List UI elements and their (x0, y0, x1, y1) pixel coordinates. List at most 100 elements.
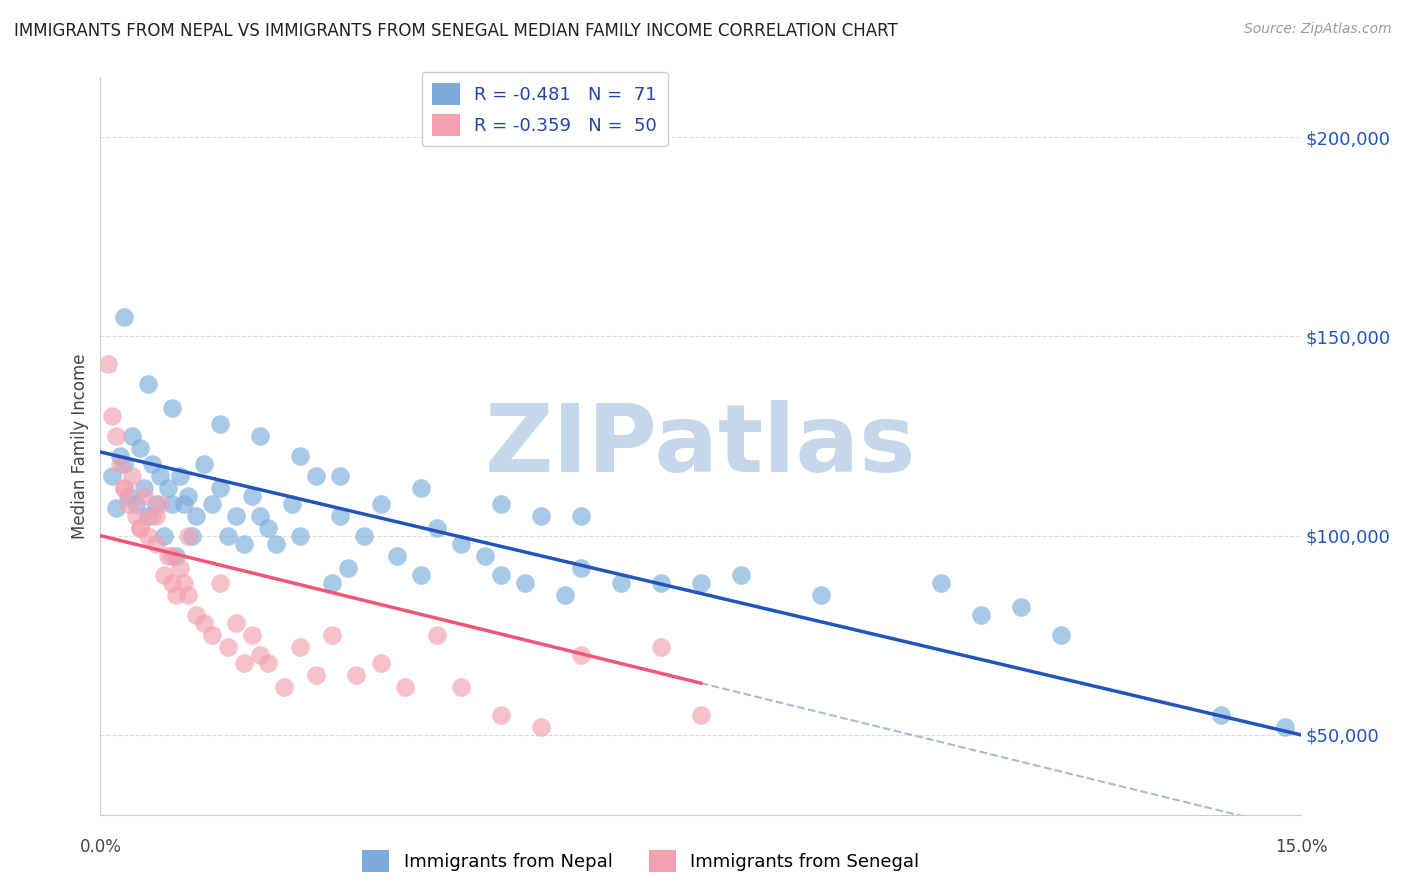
Point (173, 576, 195, 591)
Point (257, 521, 280, 535)
Point (97, 357, 120, 371)
Point (290, 529, 312, 543)
Point (242, 489, 264, 503)
Point (329, 469, 352, 483)
Point (134, 489, 156, 503)
Point (138, 377, 160, 392)
Point (193, 457, 215, 471)
Point (121, 429, 143, 443)
Point (157, 549, 180, 563)
Point (609, 576, 631, 591)
Text: 0.0%: 0.0% (79, 838, 121, 855)
Point (929, 576, 952, 591)
Point (134, 481, 156, 495)
Legend: Immigrants from Nepal, Immigrants from Senegal: Immigrants from Nepal, Immigrants from S… (354, 843, 927, 880)
Point (266, 536, 288, 550)
Point (157, 481, 180, 495)
Text: Source: ZipAtlas.com: Source: ZipAtlas.com (1244, 22, 1392, 37)
Point (370, 497, 392, 511)
Point (129, 521, 152, 535)
Point (810, 589, 832, 603)
Point (233, 656, 256, 670)
Point (110, 457, 132, 471)
Point (217, 640, 239, 655)
Point (153, 529, 176, 543)
Point (1050, 628, 1073, 642)
Point (177, 529, 200, 543)
Point (165, 589, 187, 603)
Point (425, 628, 447, 642)
Point (529, 720, 551, 734)
Point (201, 628, 224, 642)
Point (529, 508, 551, 523)
Y-axis label: Median Family Income: Median Family Income (72, 353, 89, 539)
Point (305, 469, 328, 483)
Point (169, 469, 191, 483)
Point (242, 628, 264, 642)
Point (290, 640, 312, 655)
Point (1274, 720, 1296, 734)
Point (141, 508, 163, 523)
Point (209, 417, 232, 431)
Point (149, 469, 172, 483)
Point (209, 576, 232, 591)
Point (169, 560, 191, 574)
Point (145, 536, 167, 550)
Point (129, 521, 152, 535)
Point (186, 608, 208, 623)
Point (513, 576, 536, 591)
Point (353, 529, 375, 543)
Point (257, 656, 280, 670)
Point (425, 521, 447, 535)
Point (117, 497, 139, 511)
Text: IMMIGRANTS FROM NEPAL VS IMMIGRANTS FROM SENEGAL MEDIAN FAMILY INCOME CORRELATIO: IMMIGRANTS FROM NEPAL VS IMMIGRANTS FROM… (14, 22, 898, 40)
Point (290, 449, 312, 463)
Point (101, 469, 124, 483)
Point (162, 401, 184, 416)
Point (409, 568, 432, 582)
Point (153, 568, 176, 582)
Point (129, 441, 152, 455)
Point (101, 409, 124, 423)
Point (225, 508, 247, 523)
Point (249, 508, 271, 523)
Point (385, 549, 408, 563)
Point (145, 497, 167, 511)
Point (689, 576, 711, 591)
Point (1209, 708, 1232, 723)
Point (105, 500, 128, 515)
Point (273, 680, 295, 694)
Point (225, 616, 247, 631)
Point (321, 628, 343, 642)
Point (177, 589, 200, 603)
Point (321, 576, 343, 591)
Point (110, 449, 132, 463)
Point (165, 549, 187, 563)
Point (138, 508, 160, 523)
Point (173, 497, 195, 511)
Point (730, 568, 752, 582)
Point (162, 497, 184, 511)
Text: ZIPatlas: ZIPatlas (485, 400, 917, 492)
Point (177, 489, 200, 503)
Point (970, 608, 993, 623)
Point (329, 508, 352, 523)
Text: 15.0%: 15.0% (1275, 838, 1327, 855)
Point (650, 576, 672, 591)
Point (217, 529, 239, 543)
Point (125, 497, 148, 511)
Point (112, 457, 135, 471)
Point (162, 576, 184, 591)
Point (474, 549, 496, 563)
Point (450, 680, 472, 694)
Point (181, 529, 204, 543)
Point (193, 616, 215, 631)
Point (112, 481, 135, 495)
Point (370, 656, 392, 670)
Point (145, 508, 167, 523)
Point (450, 536, 472, 550)
Point (112, 310, 135, 324)
Point (121, 469, 143, 483)
Point (1010, 600, 1032, 615)
Point (186, 508, 208, 523)
